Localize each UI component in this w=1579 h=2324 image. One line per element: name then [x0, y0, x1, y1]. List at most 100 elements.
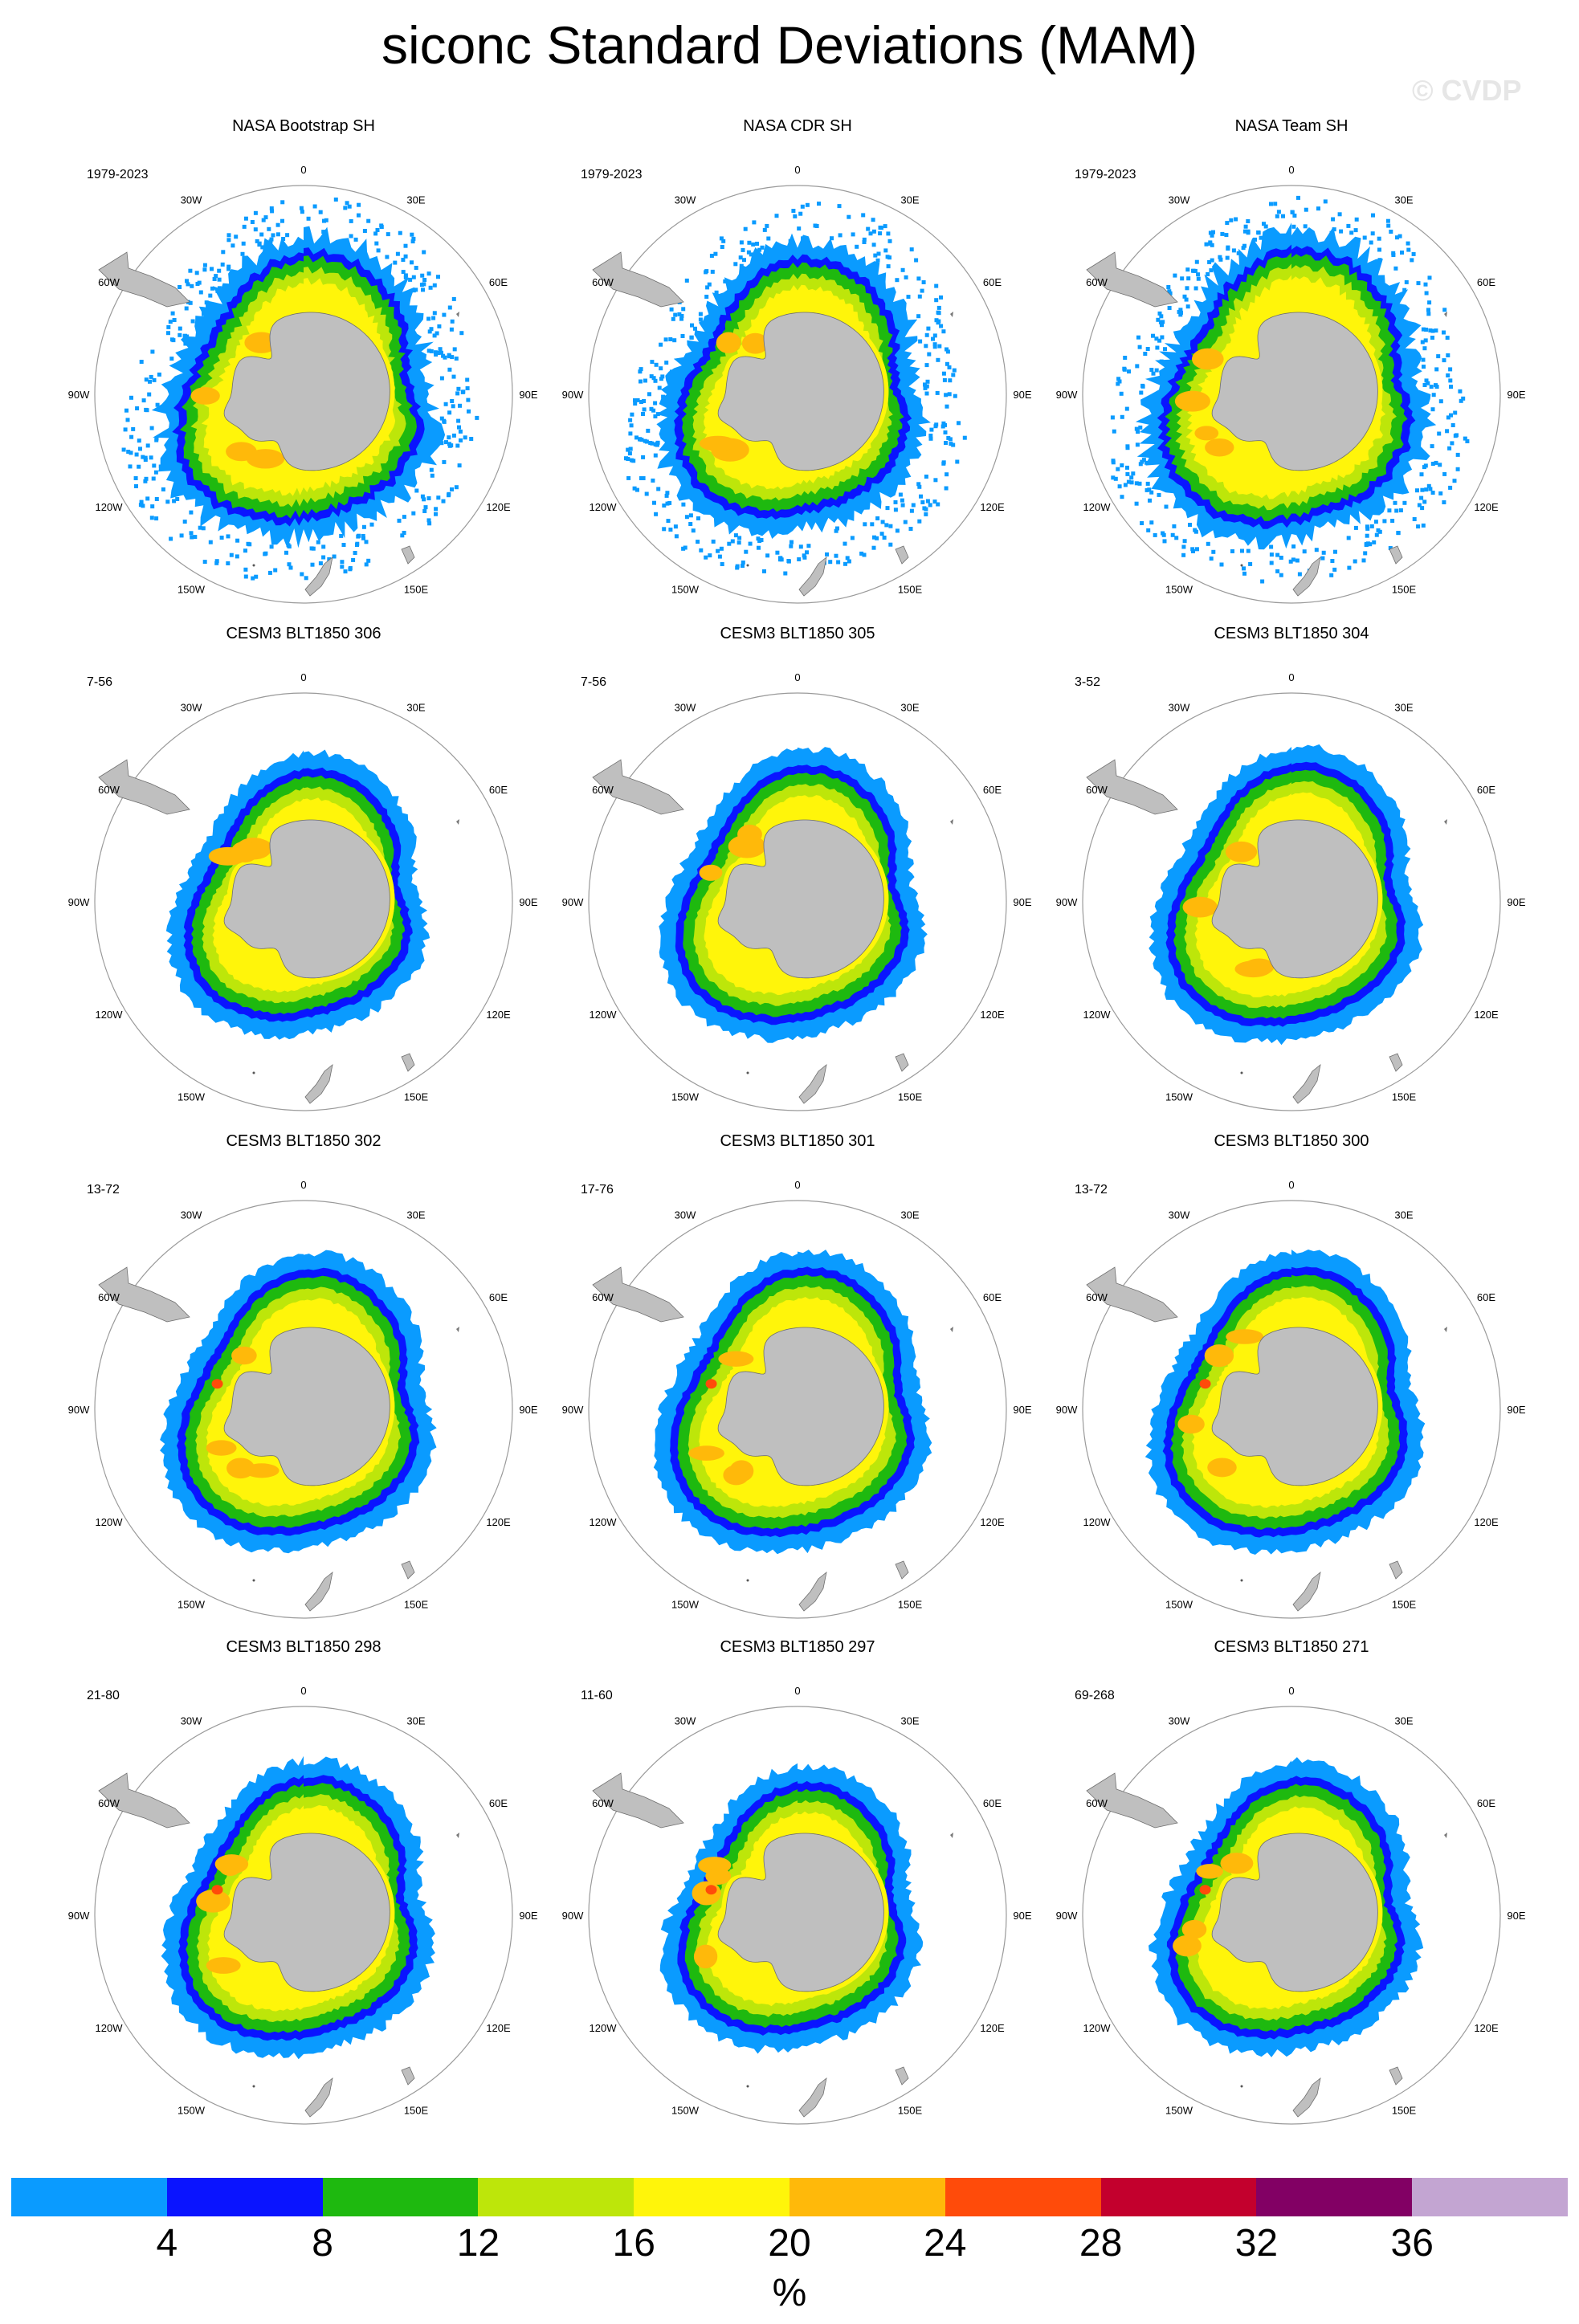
- ice-pixel: [1156, 317, 1161, 322]
- longitude-label: 30E: [1394, 194, 1413, 206]
- ice-pixel: [652, 500, 656, 505]
- longitude-label: 90W: [68, 1910, 90, 1922]
- ice-pixel: [895, 528, 900, 533]
- longitude-label: 60W: [592, 276, 614, 288]
- ice-pixel: [1423, 282, 1428, 287]
- ice-pixel: [654, 362, 659, 367]
- ice-pixel: [917, 484, 922, 489]
- new-zealand-landmass: [1292, 2077, 1321, 2118]
- colorbar-tick-label: 16: [612, 2222, 655, 2265]
- ice-pixel: [1430, 336, 1434, 340]
- ice-pixel: [450, 487, 454, 491]
- ice-pixel: [268, 239, 273, 244]
- ice-pixel: [169, 357, 174, 361]
- ice-pixel: [1416, 281, 1421, 286]
- ice-pixel: [198, 290, 203, 295]
- ice-pixel: [886, 231, 891, 236]
- ice-pixel: [270, 209, 275, 214]
- ice-pixel: [316, 540, 320, 544]
- ice-pixel: [699, 548, 704, 552]
- ice-pixel: [177, 332, 182, 337]
- ice-pixel: [639, 400, 643, 404]
- ice-pixel: [932, 333, 937, 338]
- ice-pixel: [1193, 286, 1198, 291]
- ice-pixel: [635, 487, 639, 492]
- antarctica-landmass: [223, 1327, 390, 1486]
- ice-pixel: [662, 504, 667, 508]
- ice-pixel: [426, 496, 431, 500]
- ice-pixel: [357, 202, 361, 207]
- ice-pixel: [465, 377, 470, 382]
- south-america-landmass: [592, 1772, 684, 1829]
- ice-pixel: [628, 431, 633, 436]
- ice-pixel: [154, 497, 159, 501]
- ice-pixel: [643, 438, 647, 443]
- ice-pixel: [638, 437, 643, 442]
- ice-pixel: [1127, 369, 1131, 374]
- longitude-label: 150E: [1392, 1091, 1417, 1103]
- ice-pixel: [932, 342, 937, 347]
- ice-pixel: [673, 312, 678, 317]
- ice-pixel: [710, 269, 715, 274]
- ice-pixel: [923, 382, 927, 387]
- ice-pixel: [172, 318, 177, 322]
- ice-pixel: [253, 227, 258, 232]
- ice-pixel: [668, 528, 673, 532]
- ice-pixel: [1337, 212, 1342, 217]
- ice-pixel: [885, 506, 890, 511]
- south-america-landmass: [1086, 251, 1178, 308]
- new-zealand-landmass: [798, 1064, 827, 1104]
- ice-pixel: [226, 238, 231, 243]
- ice-pixel: [1209, 268, 1214, 273]
- ice-pixel: [1138, 425, 1143, 430]
- ice-pixel: [340, 565, 345, 569]
- antarctica-landmass: [1211, 819, 1378, 979]
- map-panel: 0 30E 60E 90E 120E 150E 180 150W 120W 90W 60W 30W CE…: [1042, 625, 1540, 1123]
- longitude-label: 120W: [1083, 1009, 1112, 1021]
- ice-pixel: [182, 520, 187, 524]
- ice-pixel: [765, 223, 769, 228]
- ice-pixel: [1434, 460, 1438, 465]
- ice-pixel: [285, 233, 290, 238]
- new-zealand-landmass: [304, 1572, 333, 1612]
- ice-pixel: [798, 544, 803, 549]
- tasmania-landmass: [895, 545, 909, 565]
- ice-pixel: [928, 503, 932, 508]
- ice-pixel: [936, 502, 940, 507]
- map-panel: 0 30E 60E 90E 120E 150E 180 150W 120W 90W 60W 30W NA…: [549, 117, 1047, 615]
- ice-pixel: [906, 295, 911, 300]
- ice-pixel: [450, 399, 455, 403]
- ice-pixel: [851, 232, 855, 237]
- ice-pixel: [672, 338, 677, 343]
- ice-pixel: [400, 533, 405, 538]
- panel-title: CESM3 BLT1850 302: [226, 1132, 381, 1150]
- ice-pixel: [900, 267, 905, 272]
- island-dot: [950, 1833, 953, 1838]
- ice-pixel: [806, 544, 811, 548]
- ice-pixel: [696, 516, 700, 520]
- ice-pixel: [1166, 285, 1171, 289]
- ice-pixel: [756, 536, 761, 541]
- ice-pixel: [235, 538, 240, 543]
- ice-high-std-patch: [705, 1885, 717, 1895]
- colorbar-swatch: [945, 2178, 1101, 2216]
- ice-high-std-patch: [1177, 1414, 1205, 1434]
- longitude-label: 150E: [898, 2105, 923, 2117]
- island-dot: [1444, 1327, 1447, 1332]
- ice-high-std-patch: [211, 1379, 223, 1389]
- ice-pixel: [345, 201, 349, 206]
- ice-pixel: [924, 475, 928, 479]
- ice-pixel: [332, 554, 337, 559]
- ice-pixel: [141, 504, 145, 508]
- ice-pixel: [135, 406, 140, 410]
- ice-pixel: [402, 531, 406, 535]
- longitude-label: 150W: [671, 2105, 700, 2117]
- ice-pixel: [639, 379, 643, 384]
- ice-pixel: [1243, 224, 1248, 229]
- longitude-label: 150W: [1165, 1091, 1193, 1103]
- longitude-label: 120E: [486, 1516, 511, 1528]
- ice-pixel: [1434, 328, 1438, 333]
- ice-pixel: [1424, 378, 1429, 383]
- ice-pixel: [708, 553, 712, 558]
- ice-pixel: [1452, 479, 1457, 483]
